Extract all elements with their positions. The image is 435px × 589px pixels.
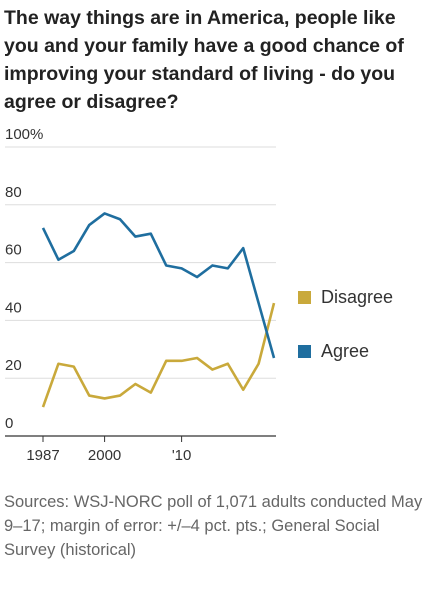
x-tick-label: '10 xyxy=(172,447,192,464)
x-tick-label: 2000 xyxy=(88,447,121,464)
chart-title: The way things are in America, people li… xyxy=(4,7,404,113)
series-line xyxy=(41,302,276,408)
source-note: Sources: WSJ-NORC poll of 1,071 adults c… xyxy=(4,493,423,559)
y-tick-label: 20 xyxy=(5,357,22,374)
legend-label: Disagree xyxy=(321,287,393,307)
x-tick-label: 1987 xyxy=(26,447,59,464)
legend-swatch xyxy=(298,291,311,304)
y-tick-label: 60 xyxy=(5,242,22,259)
y-tick-label: 80 xyxy=(5,184,22,201)
y-tick-label: 40 xyxy=(5,299,22,316)
y-tick-label: 100% xyxy=(5,126,43,143)
legend-label: Agree xyxy=(321,341,369,361)
legend-swatch xyxy=(298,345,311,358)
y-tick-label: 0 xyxy=(5,415,13,432)
series-line xyxy=(41,212,276,359)
chart: 0 20 40 60 80 100% 1987 2000 '10 Disagree Agree xyxy=(5,126,393,464)
